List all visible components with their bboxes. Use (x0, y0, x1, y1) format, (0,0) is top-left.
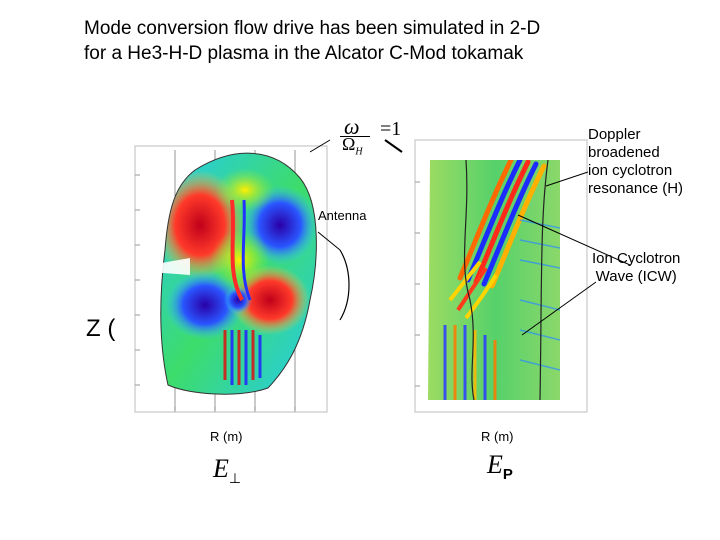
right-boundary-line (539, 159, 549, 401)
doppler-line-3: ion cyclotron (588, 162, 673, 179)
right-field-map (428, 160, 560, 400)
doppler-label: Doppler broadened ion cyclotron resonanc… (588, 126, 683, 198)
formula-omega-cap: Ω (342, 134, 356, 154)
icw-line-1: Ion Cyclotron (592, 250, 681, 267)
doppler-line-2: broadened (588, 144, 660, 161)
e-perp-subscript: ⊥ (228, 472, 242, 488)
resonance-pointer-right (384, 139, 403, 153)
slide-title: Mode conversion flow drive has been simu… (84, 16, 644, 66)
title-line-1: Mode conversion flow drive has been simu… (84, 18, 541, 39)
r-axis-label-right: R (m) (481, 429, 514, 444)
formula-bar (340, 136, 370, 137)
left-plot-notch (150, 258, 190, 275)
formula-denominator: ΩH (342, 134, 363, 158)
e-par-symbol: E (487, 450, 503, 479)
antenna-pointer (317, 231, 341, 251)
z-axis-label: Z ( (86, 315, 116, 342)
formula-rhs: =1 (380, 118, 402, 140)
e-perp-symbol: E (213, 454, 229, 483)
right-plot-ticks (415, 181, 420, 387)
icw-line-2: Wave (ICW) (595, 268, 677, 285)
resonance-formula: ω ΩH =1 (326, 114, 416, 158)
doppler-line-1: Doppler (588, 126, 641, 143)
r-axis-label-left: R (m) (210, 429, 243, 444)
formula-numerator: ω (344, 114, 360, 139)
left-plasma-boundary (160, 152, 317, 395)
e-perp-label: E⊥ (213, 454, 241, 488)
antenna-label: Antenna (318, 208, 367, 223)
e-par-subscript: P (502, 466, 513, 484)
right-plot-e-par (414, 139, 588, 413)
resonance-pointer-left (309, 139, 331, 153)
e-par-label: EP (487, 450, 513, 483)
formula-sub-h: H (355, 146, 363, 158)
doppler-line-4: resonance (H) (588, 180, 684, 197)
title-line-2: for a He3-H-D plasma in the Alcator C-Mo… (84, 43, 524, 64)
icw-pointer-lower (521, 281, 597, 336)
annotation-arrows (309, 139, 631, 336)
left-plot-e-perp (134, 145, 328, 413)
doppler-pointer (545, 171, 589, 187)
antenna-shape (339, 249, 350, 321)
icw-label: Ion Cyclotron Wave (ICW) (592, 250, 680, 286)
icw-pointer-upper (517, 214, 631, 266)
